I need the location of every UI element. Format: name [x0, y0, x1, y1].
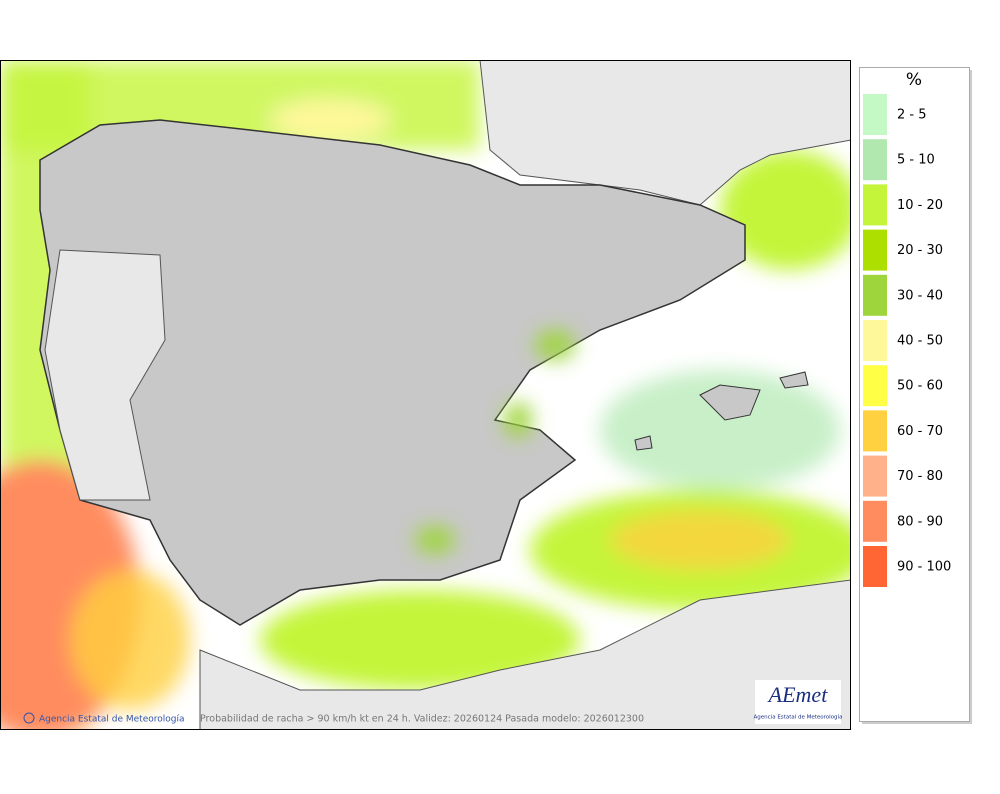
legend-swatch: [863, 546, 887, 587]
legend-label: 90 - 100: [897, 560, 951, 575]
legend-swatch: [863, 410, 887, 452]
legend-swatch: [863, 365, 887, 407]
map-frame: [0, 60, 851, 730]
legend-label: 40 - 50: [897, 334, 943, 349]
legend-label: 2 - 5: [897, 108, 927, 123]
legend-swatch: [863, 94, 887, 135]
legend-label: 60 - 70: [897, 424, 943, 439]
legend-swatch: [863, 500, 887, 542]
logo: AEmet Agencia Estatal de Meteorología: [754, 680, 843, 724]
legend-swatch: [863, 320, 887, 361]
legend-label: 10 - 20: [897, 198, 943, 213]
footer: Agencia Estatal de Meteorología Probabil…: [23, 712, 644, 725]
map: Agencia Estatal de Meteorología Probabil…: [0, 60, 851, 730]
credit: Agencia Estatal de Meteorología: [39, 715, 185, 725]
legend: % 2 - 5 5 - 10 10 - 20 20 - 30 30 - 40 40 - 5…: [859, 67, 972, 724]
legend-swatch: [863, 184, 887, 226]
logo-subtitle: Agencia Estatal de Meteorología: [754, 714, 843, 721]
legend-label: 80 - 90: [897, 514, 943, 529]
copyright-icon: [23, 712, 35, 724]
legend-title: %: [906, 70, 922, 90]
logo-name: AEmet: [767, 682, 829, 707]
legend-label: 50 - 60: [897, 379, 943, 394]
legend-label: 30 - 40: [897, 288, 943, 303]
legend-swatch: [863, 229, 887, 271]
legend-label: 5 - 10: [897, 153, 935, 168]
legend-swatch: [863, 455, 887, 497]
legend-label: 70 - 80: [897, 469, 943, 484]
legend-swatch: [863, 274, 887, 316]
legend-swatch: [863, 139, 887, 181]
legend-label: 20 - 30: [897, 243, 943, 258]
caption: Probabilidad de racha > 90 km/h kt en 24…: [200, 714, 644, 725]
